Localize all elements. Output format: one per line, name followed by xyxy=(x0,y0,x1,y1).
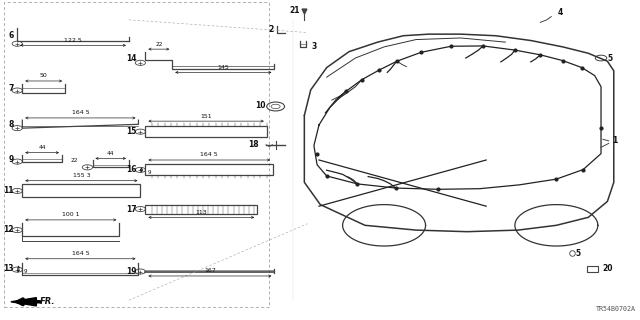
Text: 164 5: 164 5 xyxy=(72,110,89,116)
Text: 12: 12 xyxy=(4,225,14,234)
Bar xyxy=(22,184,140,197)
Text: 9: 9 xyxy=(9,155,14,164)
Text: 155 3: 155 3 xyxy=(72,173,90,178)
Text: 145: 145 xyxy=(218,65,229,70)
Text: 14: 14 xyxy=(126,53,136,62)
Text: 10: 10 xyxy=(255,101,266,110)
Bar xyxy=(145,164,273,175)
Text: 13: 13 xyxy=(4,264,14,274)
Text: 3: 3 xyxy=(312,42,317,51)
Bar xyxy=(145,205,257,213)
Text: 22: 22 xyxy=(155,42,163,47)
Text: 44: 44 xyxy=(38,145,46,150)
Text: 17: 17 xyxy=(126,204,136,213)
Text: 5: 5 xyxy=(575,249,580,258)
Text: 151: 151 xyxy=(200,114,212,119)
Text: 164 5: 164 5 xyxy=(200,152,218,157)
Text: 50: 50 xyxy=(40,73,47,78)
Text: 7: 7 xyxy=(9,84,14,93)
Text: 100 1: 100 1 xyxy=(62,212,79,217)
Text: 164 5: 164 5 xyxy=(72,251,89,256)
Text: 113: 113 xyxy=(195,210,207,215)
Text: 44: 44 xyxy=(107,151,115,156)
Text: FR.: FR. xyxy=(40,297,55,306)
Text: 1: 1 xyxy=(612,136,617,145)
Text: TR54B0702A: TR54B0702A xyxy=(596,306,636,312)
Text: 20: 20 xyxy=(602,264,612,274)
Text: 5: 5 xyxy=(607,53,612,62)
Text: 15: 15 xyxy=(126,127,136,136)
Text: 4: 4 xyxy=(557,8,563,17)
Bar xyxy=(145,126,267,137)
Text: 18: 18 xyxy=(248,140,259,149)
Text: 19: 19 xyxy=(126,267,136,276)
Text: 8: 8 xyxy=(9,120,14,129)
Text: 9: 9 xyxy=(23,269,27,274)
Text: 6: 6 xyxy=(9,31,14,40)
Text: 167: 167 xyxy=(204,268,216,273)
Text: 22: 22 xyxy=(71,157,78,163)
Bar xyxy=(587,267,598,272)
Text: 2: 2 xyxy=(268,25,274,34)
Text: 11: 11 xyxy=(4,186,14,195)
Polygon shape xyxy=(11,298,36,306)
Text: 21: 21 xyxy=(289,6,300,15)
Text: 16: 16 xyxy=(126,165,136,174)
Text: 122 5: 122 5 xyxy=(64,38,82,43)
Text: 9: 9 xyxy=(148,170,151,175)
